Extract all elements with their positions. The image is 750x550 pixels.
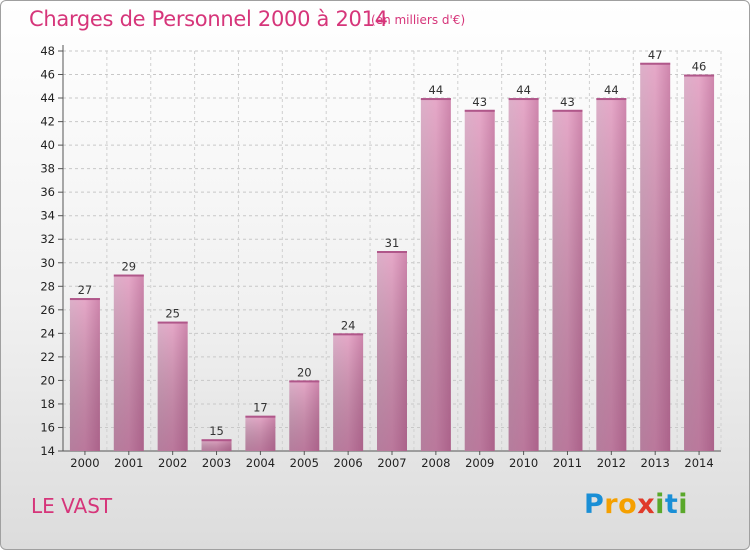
bar-shade <box>508 98 539 451</box>
bar-top-edge <box>640 62 671 65</box>
x-tick-label: 2006 <box>333 456 362 470</box>
bar-value-label: 43 <box>472 95 487 109</box>
chart-subtitle: (en milliers d'€) <box>371 13 466 27</box>
bar-shade <box>552 109 583 451</box>
x-tick-label: 2009 <box>465 456 494 470</box>
x-tick-label: 2014 <box>684 456 713 470</box>
bar-value-label: 47 <box>648 48 663 62</box>
bar-value-label: 17 <box>253 401 268 415</box>
bar-top-edge <box>420 98 451 101</box>
chart-title: Charges de Personnel 2000 à 2014 <box>29 7 388 31</box>
bar-value-label: 24 <box>341 318 356 332</box>
bar-value-label: 20 <box>297 365 312 379</box>
bar-value-label: 46 <box>692 60 707 74</box>
logo-letter: i <box>655 489 665 520</box>
bar-shade <box>684 74 715 451</box>
bar-top-edge <box>69 298 100 301</box>
bar-top-edge <box>596 98 627 101</box>
x-tick-label: 2003 <box>202 456 231 470</box>
bar-value-label: 25 <box>165 307 180 321</box>
bar-shade <box>289 380 320 451</box>
y-tick-label: 28 <box>40 279 55 293</box>
bar-shade <box>464 109 495 451</box>
bars <box>69 62 715 451</box>
x-tick-label: 2004 <box>246 456 275 470</box>
y-tick-label: 32 <box>40 232 55 246</box>
bar-top-edge <box>508 98 539 101</box>
y-tick-label: 14 <box>40 444 55 458</box>
bar-top-edge <box>684 74 715 77</box>
bar-top-edge <box>552 109 583 112</box>
bar-shade <box>113 274 144 451</box>
bar-value-label: 27 <box>78 283 93 297</box>
bar-shade <box>640 62 671 451</box>
y-tick-label: 38 <box>40 162 55 176</box>
logo-letter: P <box>584 489 605 520</box>
bar-value-label: 43 <box>560 95 575 109</box>
logo-letter: t <box>664 489 679 520</box>
x-tick-label: 2002 <box>158 456 187 470</box>
y-tick-label: 44 <box>40 91 55 105</box>
x-tick-label: 2007 <box>377 456 406 470</box>
bar-shade <box>596 98 627 451</box>
y-tick-label: 24 <box>40 326 55 340</box>
proxiti-logo[interactable]: Proxiti <box>584 489 688 520</box>
bar-top-edge <box>113 274 144 277</box>
x-tick-label: 2012 <box>597 456 626 470</box>
x-tick-label: 2010 <box>509 456 538 470</box>
y-tick-label: 40 <box>40 138 55 152</box>
bar-shade <box>69 298 100 451</box>
logo-letter: i <box>678 489 689 520</box>
bar-value-label: 44 <box>429 83 444 97</box>
bar-top-edge <box>157 321 188 324</box>
bar-value-label: 15 <box>209 424 224 438</box>
bar-value-label: 31 <box>385 236 400 250</box>
bar-shade <box>420 98 451 451</box>
logo-letter: x <box>637 489 656 520</box>
x-tick-label: 2001 <box>114 456 143 470</box>
bar-shade <box>245 415 276 451</box>
logo-letter: o <box>618 489 638 520</box>
x-tick-label: 2008 <box>421 456 450 470</box>
y-tick-label: 26 <box>40 303 55 317</box>
bar-top-edge <box>201 439 232 442</box>
y-tick-label: 22 <box>40 350 55 364</box>
y-tick-label: 42 <box>40 115 55 129</box>
bar-value-label: 44 <box>604 83 619 97</box>
x-tick-label: 2013 <box>641 456 670 470</box>
bar-top-edge <box>333 333 364 336</box>
y-tick-label: 30 <box>40 256 55 270</box>
y-tick-label: 48 <box>40 44 55 58</box>
commune-name: LE VAST <box>31 494 113 518</box>
x-tick-label: 2005 <box>290 456 319 470</box>
bar-top-edge <box>377 251 407 253</box>
logo-letter: r <box>604 489 619 520</box>
bar-value-label: 29 <box>121 260 136 274</box>
value-labels: 27 29 25 15 17 20 24 31 44 43 44 43 44 47 46 <box>78 48 707 438</box>
bar-shade <box>157 321 188 451</box>
bar-top-edge <box>289 380 320 383</box>
bar-shade <box>377 251 407 451</box>
x-tick-label: 2011 <box>553 456 582 470</box>
y-tick-label: 20 <box>40 373 55 387</box>
x-tick-label: 2000 <box>70 456 99 470</box>
bar-top-edge <box>464 109 495 112</box>
bar-top-edge <box>245 415 276 418</box>
bar-shade <box>333 333 364 451</box>
bar-value-label: 44 <box>516 83 531 97</box>
y-tick-label: 46 <box>40 68 55 82</box>
y-tick-label: 36 <box>40 185 55 199</box>
y-tick-label: 18 <box>40 397 55 411</box>
bar-shade <box>201 439 232 451</box>
y-tick-label: 16 <box>40 420 55 434</box>
y-tick-label: 34 <box>40 209 55 223</box>
